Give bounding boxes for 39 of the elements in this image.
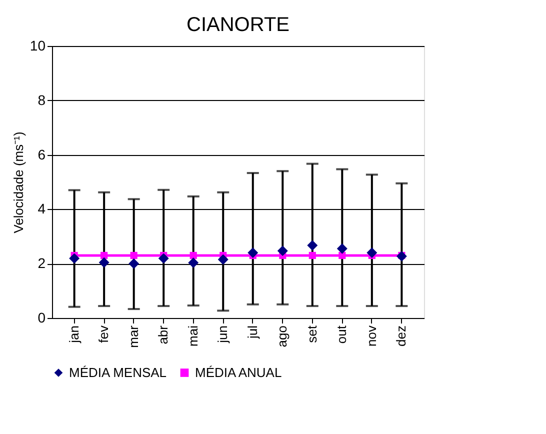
x-tick-label: mai bbox=[185, 325, 200, 346]
y-axis-title: Velocidade (ms⁻¹) bbox=[10, 132, 26, 234]
y-tick-label: 6 bbox=[38, 146, 46, 162]
x-tick-label: set bbox=[304, 325, 320, 343]
point bbox=[366, 247, 378, 258]
point bbox=[277, 246, 288, 256]
point bbox=[190, 252, 197, 259]
y-tick-label: 10 bbox=[30, 38, 46, 54]
y-tick-label: 8 bbox=[38, 92, 46, 108]
x-tick-label: jul bbox=[244, 325, 260, 340]
point bbox=[308, 252, 316, 259]
point bbox=[158, 253, 169, 264]
x-tick-label: nov bbox=[364, 325, 379, 346]
y-tick-label: 4 bbox=[38, 200, 46, 217]
point bbox=[188, 258, 199, 268]
point bbox=[338, 252, 346, 259]
point bbox=[100, 252, 108, 259]
x-tick-label: jan bbox=[66, 326, 82, 344]
x-tick-label: fev bbox=[96, 325, 112, 343]
x-tick-label: out bbox=[334, 325, 350, 344]
x-tick-label: jun bbox=[215, 326, 230, 344]
legend-label: MÉDIA ANUAL bbox=[195, 364, 282, 380]
x-tick-label: abr bbox=[156, 324, 171, 344]
point bbox=[396, 251, 407, 262]
point bbox=[218, 254, 228, 265]
y-tick-label: 2 bbox=[38, 255, 46, 272]
x-tick-label: mar bbox=[126, 324, 141, 348]
point bbox=[128, 258, 140, 269]
point bbox=[69, 253, 80, 264]
legend-label: MÉDIA MENSAL bbox=[69, 364, 167, 380]
point bbox=[336, 243, 348, 254]
chart-title: CIANORTE bbox=[186, 14, 290, 36]
x-tick-label: dez bbox=[394, 326, 409, 346]
x-tick-label: ago bbox=[274, 326, 290, 348]
point bbox=[248, 247, 258, 258]
point bbox=[307, 240, 318, 251]
y-tick-label: 0 bbox=[38, 310, 46, 326]
point bbox=[130, 252, 138, 259]
point bbox=[98, 257, 110, 268]
